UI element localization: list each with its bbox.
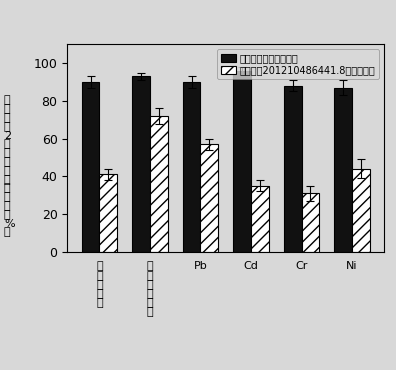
Bar bbox=[352, 169, 370, 252]
Bar bbox=[301, 193, 319, 252]
Legend: 本发明方法的技术方案, 受理专利201210486441.8的技术方案: 本发明方法的技术方案, 受理专利201210486441.8的技术方案 bbox=[217, 49, 379, 79]
Bar bbox=[200, 144, 218, 252]
Text: 连
续
洗
脱
2
次
后
污
染
物
去
除
率
（
%
）: 连 续 洗 脱 2 次 后 污 染 物 去 除 率 （ % ） bbox=[4, 95, 15, 238]
Bar bbox=[132, 77, 150, 252]
Bar bbox=[233, 71, 251, 252]
Bar bbox=[251, 186, 268, 252]
Bar bbox=[82, 82, 99, 252]
Bar bbox=[334, 88, 352, 252]
Bar bbox=[284, 86, 301, 252]
Bar bbox=[99, 174, 117, 252]
Bar bbox=[150, 116, 168, 252]
Bar bbox=[183, 82, 200, 252]
